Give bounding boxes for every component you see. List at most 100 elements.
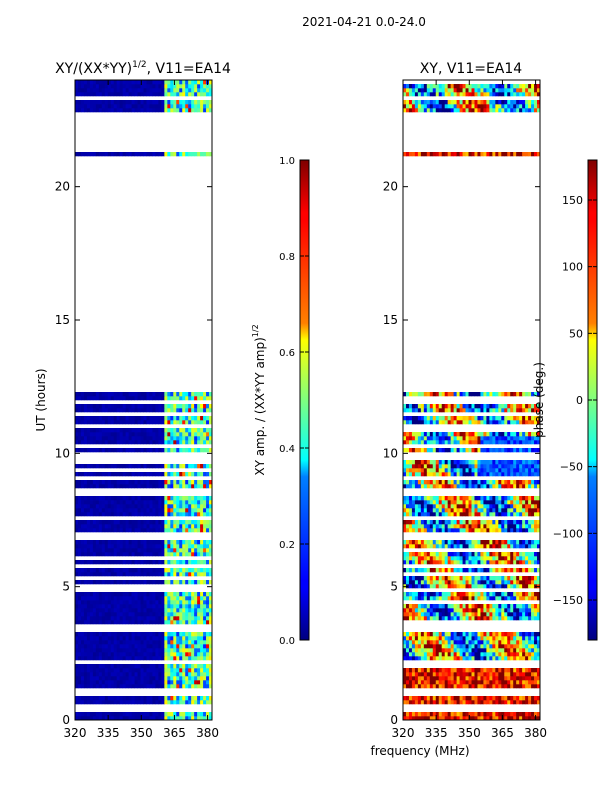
heatmap-cell (116, 716, 121, 721)
heatmap-cell (414, 636, 419, 641)
heatmap-cell (203, 472, 207, 477)
heatmap-cell (459, 540, 463, 545)
heatmap-cell (435, 544, 440, 549)
heatmap-cell (173, 104, 177, 109)
heatmap-cell (504, 504, 508, 509)
heatmap-cell (203, 596, 207, 601)
heatmap-cell (185, 540, 189, 545)
heatmap-cell (152, 600, 156, 605)
heatmap-cell (453, 556, 458, 561)
heatmap-cell (459, 676, 463, 681)
heatmap-cell (507, 644, 511, 649)
heatmap-cell (441, 612, 446, 617)
heatmap-cell (426, 520, 431, 525)
heatmap-cell (107, 396, 112, 401)
heatmap-cell (197, 636, 201, 641)
heatmap-cell (203, 668, 207, 673)
heatmap-cell (92, 648, 97, 653)
heatmap-cell (507, 632, 511, 637)
heatmap-cell (203, 88, 207, 93)
heatmap-cell (152, 436, 156, 441)
heatmap-cell (107, 680, 112, 685)
heatmap-cell (489, 712, 493, 717)
heatmap-cell (468, 596, 472, 601)
heatmap-cell (519, 528, 523, 533)
heatmap-cell (164, 508, 168, 513)
heatmap-cell (89, 480, 94, 485)
heatmap-cell (185, 684, 189, 689)
heatmap-cell (465, 576, 469, 581)
heatmap-cell (188, 528, 192, 533)
heatmap-cell (492, 560, 496, 565)
heatmap-cell (170, 432, 174, 437)
heatmap-cell (92, 540, 97, 545)
heatmap-cell (206, 408, 210, 413)
heatmap-cell (188, 108, 192, 113)
heatmap-cell (185, 596, 189, 601)
heatmap-cell (113, 420, 118, 425)
heatmap-cell (167, 496, 171, 501)
heatmap-cell (498, 480, 502, 485)
heatmap-cell (143, 496, 147, 501)
heatmap-cell (420, 616, 425, 621)
heatmap-cell (164, 504, 168, 509)
heatmap-cell (477, 632, 481, 637)
heatmap-cell (143, 552, 147, 557)
heatmap-cell (80, 600, 85, 605)
heatmap-cell (140, 480, 144, 485)
heatmap-cell (152, 420, 156, 425)
heatmap-cell (492, 684, 496, 689)
heatmap-cell (158, 696, 162, 701)
heatmap-cell (95, 548, 100, 553)
heatmap-cell (519, 500, 523, 505)
heatmap-cell (534, 468, 538, 473)
heatmap-cell (173, 712, 177, 717)
heatmap-cell (444, 700, 449, 705)
heatmap-cell (525, 640, 529, 645)
heatmap-cell (441, 580, 446, 585)
heatmap-cell (441, 636, 446, 641)
heatmap-cell (447, 612, 452, 617)
heatmap-cell (137, 392, 141, 397)
heatmap-cell (528, 632, 532, 637)
heatmap-cell (483, 676, 487, 681)
heatmap-cell (489, 592, 493, 597)
heatmap-cell (531, 540, 535, 545)
heatmap-cell (405, 508, 410, 513)
heatmap-cell (444, 528, 449, 533)
heatmap-cell (185, 652, 189, 657)
heatmap-cell (474, 484, 478, 489)
heatmap-cell (176, 428, 180, 433)
heatmap-cell (408, 696, 413, 701)
heatmap-cell (528, 648, 532, 653)
heatmap-cell (176, 572, 180, 577)
heatmap-cell (525, 480, 529, 485)
heatmap-cell (182, 472, 186, 477)
heatmap-cell (176, 552, 180, 557)
heatmap-cell (134, 696, 138, 701)
heatmap-cell (450, 568, 455, 573)
heatmap-cell (92, 392, 97, 397)
heatmap-cell (128, 432, 132, 437)
heatmap-cell (113, 84, 118, 89)
heatmap-cell (474, 604, 478, 609)
heatmap-cell (101, 484, 106, 489)
heatmap-cell (149, 512, 153, 517)
heatmap-cell (492, 592, 496, 597)
heatmap-cell (92, 396, 97, 401)
heatmap-cell (435, 568, 440, 573)
heatmap-cell (209, 540, 213, 545)
heatmap-cell (158, 652, 162, 657)
heatmap-cell (86, 648, 91, 653)
heatmap-cell (450, 472, 455, 477)
heatmap-cell (176, 84, 180, 89)
heatmap-cell (510, 644, 514, 649)
heatmap-cell (197, 484, 201, 489)
heatmap-cell (191, 680, 195, 685)
heatmap-cell (534, 712, 538, 717)
heatmap-cell (173, 84, 177, 89)
heatmap-cell (119, 592, 124, 597)
heatmap-cell (486, 544, 490, 549)
heatmap-cell (495, 668, 499, 673)
heatmap-cell (209, 612, 213, 617)
